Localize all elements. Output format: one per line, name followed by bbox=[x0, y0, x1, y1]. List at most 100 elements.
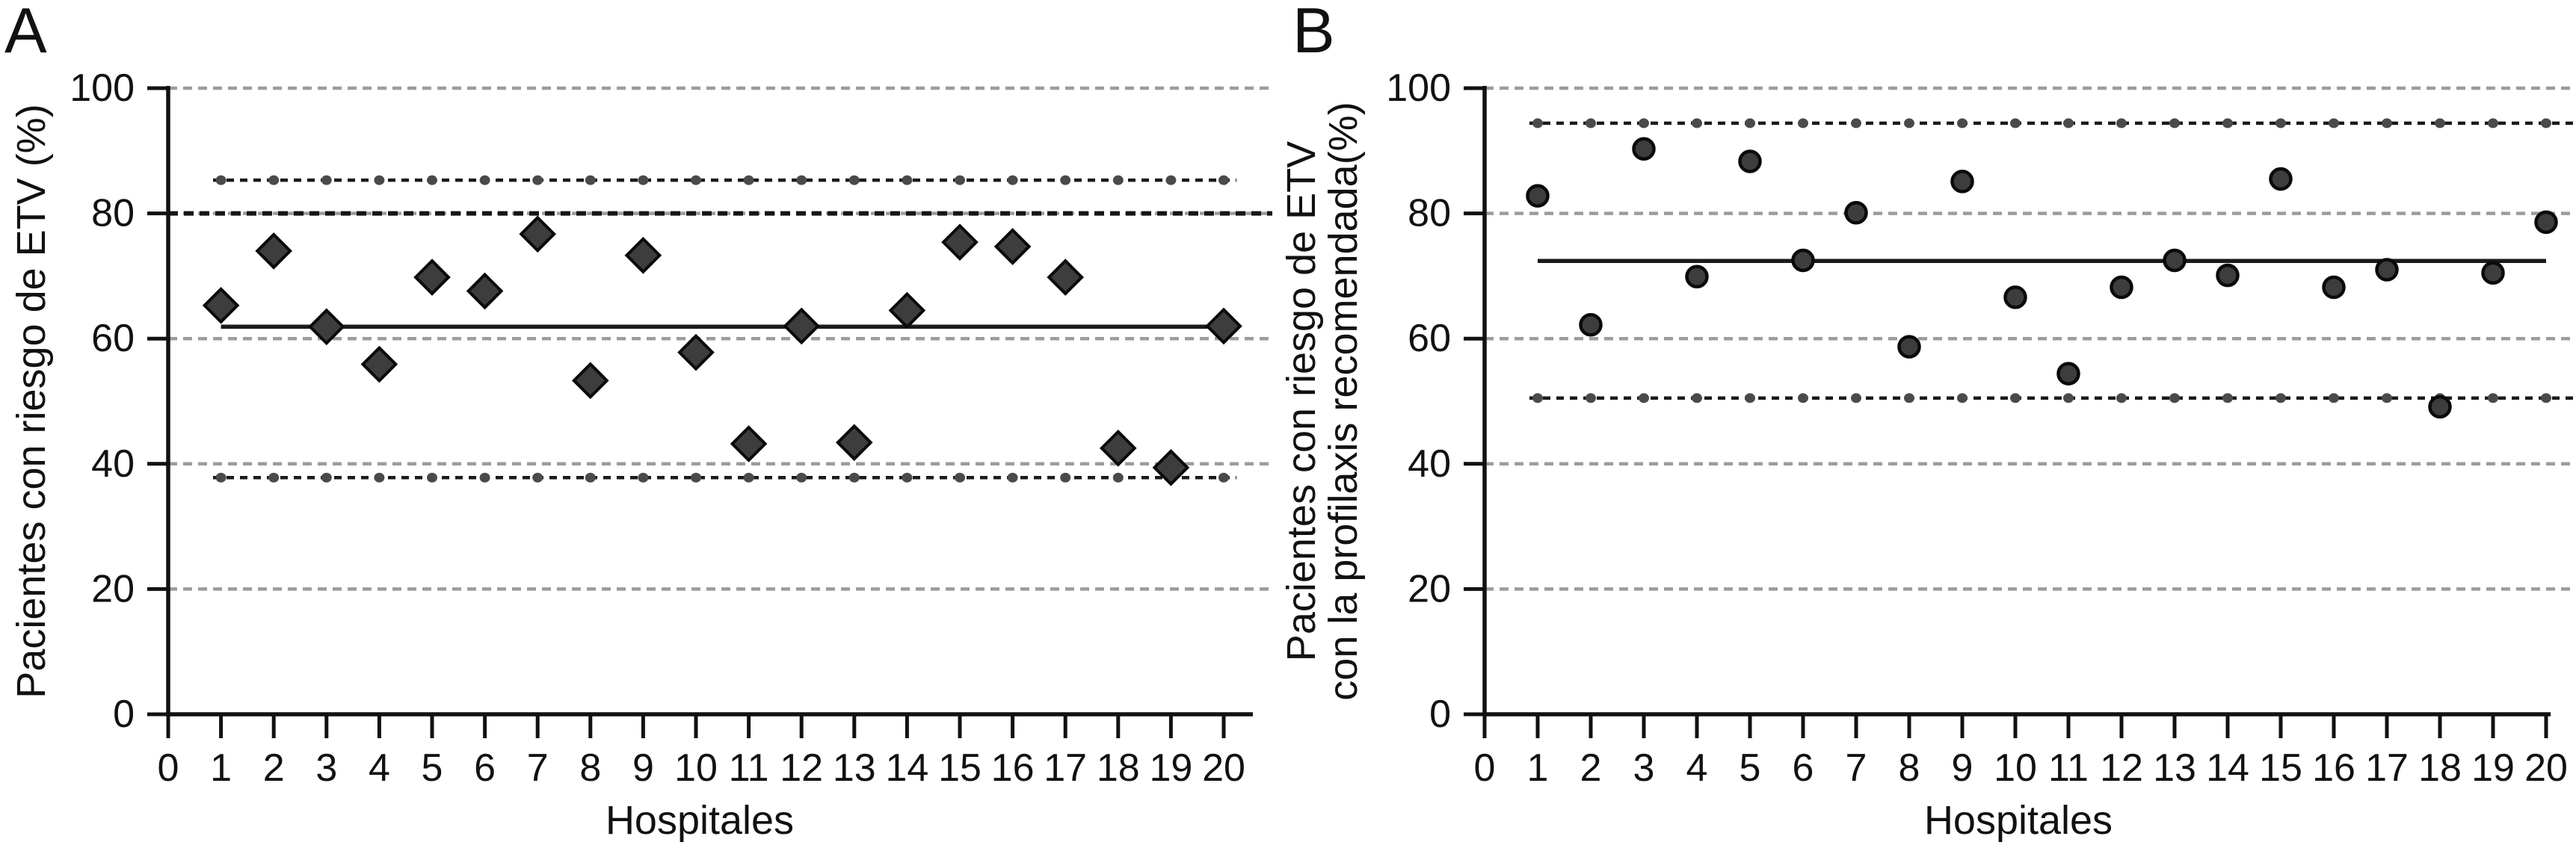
x-tick-label: 2 bbox=[263, 746, 285, 790]
y-tick-label: 80 bbox=[91, 192, 135, 235]
upper-control-limit-dot bbox=[321, 175, 332, 185]
panel-b-yaxis-title-line1: Pacientes con riesgo de ETV bbox=[1279, 141, 1324, 661]
upper-control-limit-dot bbox=[743, 175, 754, 185]
x-tick-label: 9 bbox=[1952, 746, 1973, 790]
x-tick-label: 3 bbox=[1633, 746, 1655, 790]
lower-control-limit-dot bbox=[2541, 393, 2551, 403]
x-tick-label: 18 bbox=[1097, 746, 1140, 790]
lower-control-limit-dot bbox=[1112, 472, 1124, 483]
panel-a-xaxis-title: Hospitales bbox=[606, 798, 794, 843]
data-point-diamond bbox=[1205, 307, 1242, 345]
upper-control-limit-dot bbox=[1112, 175, 1124, 185]
data-point-diamond bbox=[730, 425, 768, 462]
data-point-diamond bbox=[571, 362, 609, 400]
upper-control-limit-dot bbox=[1957, 118, 1968, 129]
data-point-circle bbox=[2216, 263, 2240, 288]
x-tick-label: 0 bbox=[158, 746, 179, 790]
upper-control-limit-dot bbox=[2329, 118, 2339, 129]
y-tick-label: 100 bbox=[1386, 66, 1451, 110]
lower-control-limit-dot bbox=[2329, 393, 2339, 403]
x-tick-label: 11 bbox=[2048, 746, 2089, 790]
upper-control-limit-dot bbox=[2222, 118, 2233, 129]
upper-control-limit-dot bbox=[1904, 118, 1914, 129]
data-point-circle bbox=[2428, 394, 2452, 419]
data-point-circle bbox=[1738, 149, 1762, 173]
data-point-diamond bbox=[466, 272, 504, 310]
x-tick-label: 9 bbox=[632, 746, 654, 790]
data-point-circle bbox=[1526, 184, 1550, 208]
data-point-circle bbox=[2481, 261, 2505, 285]
lower-control-limit-dot bbox=[479, 472, 490, 483]
x-tick-label: 17 bbox=[1044, 746, 1087, 790]
upper-control-limit-dot bbox=[585, 175, 596, 185]
data-point-circle bbox=[2322, 275, 2346, 300]
lower-control-limit-dot bbox=[215, 472, 227, 483]
lower-control-limit-dot bbox=[796, 472, 807, 483]
x-tick-label: 20 bbox=[1202, 746, 1245, 790]
upper-control-limit-dot bbox=[2275, 118, 2286, 129]
lower-control-limit-dot bbox=[532, 472, 543, 483]
data-point-diamond bbox=[519, 215, 557, 253]
x-tick-label: 8 bbox=[579, 746, 601, 790]
lower-control-limit-dot bbox=[638, 472, 649, 483]
lower-control-limit-dot bbox=[268, 472, 280, 483]
lower-control-limit-dot bbox=[955, 472, 965, 483]
upper-control-limit-dot bbox=[532, 175, 543, 185]
upper-control-limit-dot bbox=[691, 175, 701, 185]
lower-control-limit-dot bbox=[1851, 393, 1861, 403]
upper-control-limit-dot bbox=[2382, 118, 2392, 129]
upper-control-limit-dot bbox=[215, 175, 227, 185]
upper-control-limit-dot bbox=[1692, 118, 1702, 129]
lower-control-limit-dot bbox=[2275, 393, 2286, 403]
lower-control-limit-dot bbox=[2382, 393, 2392, 403]
data-point-diamond bbox=[1099, 430, 1137, 467]
x-tick-label: 7 bbox=[527, 746, 549, 790]
lower-control-limit-dot bbox=[321, 472, 332, 483]
x-tick-label: 17 bbox=[2365, 746, 2409, 790]
lower-control-limit-dot bbox=[2222, 393, 2233, 403]
upper-control-limit-dot bbox=[1639, 118, 1649, 129]
upper-control-limit-dot bbox=[479, 175, 490, 185]
data-point-circle bbox=[2003, 285, 2027, 309]
data-point-circle bbox=[1950, 170, 1974, 194]
data-point-diamond bbox=[783, 307, 821, 345]
x-tick-label: 16 bbox=[2312, 746, 2355, 790]
x-tick-label: 12 bbox=[780, 746, 823, 790]
x-tick-label: 7 bbox=[1846, 746, 1867, 790]
x-tick-label: 20 bbox=[2524, 746, 2568, 790]
y-tick-label: 40 bbox=[1408, 442, 1451, 486]
data-point-circle bbox=[2269, 167, 2293, 191]
x-tick-label: 15 bbox=[2259, 746, 2302, 790]
x-tick-label: 1 bbox=[210, 746, 232, 790]
upper-control-limit-dot bbox=[374, 175, 385, 185]
upper-control-limit-dot bbox=[955, 175, 965, 185]
data-point-circle bbox=[1685, 264, 1709, 288]
x-tick-label: 18 bbox=[2418, 746, 2462, 790]
data-point-circle bbox=[2056, 362, 2080, 386]
x-tick-label: 4 bbox=[369, 746, 390, 790]
data-point-diamond bbox=[941, 223, 979, 261]
data-point-diamond bbox=[1047, 259, 1085, 296]
data-point-diamond bbox=[677, 333, 715, 371]
lower-control-limit-dot bbox=[2488, 393, 2498, 403]
lower-control-limit-dot bbox=[1745, 393, 1755, 403]
y-tick-label: 80 bbox=[1408, 192, 1451, 235]
lower-control-limit-dot bbox=[2169, 393, 2180, 403]
x-tick-label: 11 bbox=[729, 746, 769, 790]
data-point-circle bbox=[2110, 275, 2133, 300]
upper-control-limit-dot bbox=[1586, 118, 1596, 129]
x-tick-label: 3 bbox=[315, 746, 337, 790]
data-point-diamond bbox=[255, 232, 293, 270]
lower-control-limit-dot bbox=[743, 472, 754, 483]
x-tick-label: 5 bbox=[422, 746, 443, 790]
data-point-diamond bbox=[835, 424, 873, 462]
lower-control-limit-dot bbox=[2116, 393, 2127, 403]
data-point-circle bbox=[2163, 248, 2187, 273]
data-point-diamond bbox=[888, 291, 926, 329]
data-point-diamond bbox=[993, 228, 1032, 265]
lower-control-limit-dot bbox=[2010, 393, 2021, 403]
lower-control-limit-dot bbox=[1639, 393, 1649, 403]
data-point-circle bbox=[1844, 201, 1868, 225]
y-tick-label: 0 bbox=[113, 693, 135, 736]
upper-control-limit-dot bbox=[2488, 118, 2498, 129]
